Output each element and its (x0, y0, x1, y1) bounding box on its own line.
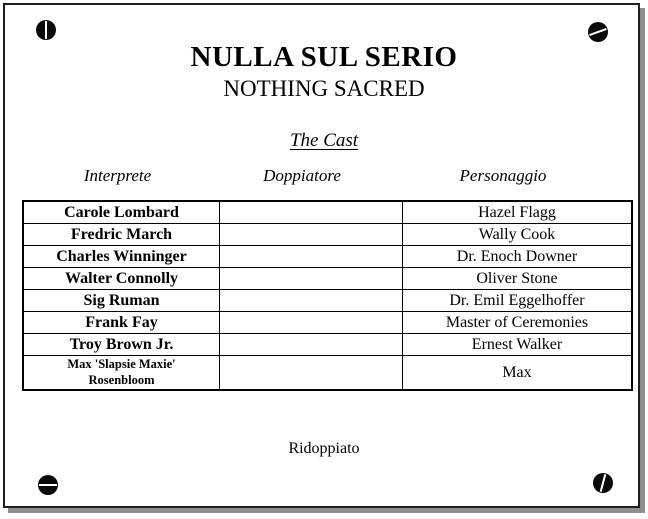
cell-personaggio-text: Master of Ceremonies (445, 313, 589, 331)
cell-interprete-text: Carole Lombard (64, 203, 179, 221)
cell-personaggio: Max (402, 355, 633, 391)
cell-personaggio-text: Max (502, 363, 532, 381)
cast-table-row: Max 'Slapsie Maxie' Rosenbloom Max (22, 355, 633, 391)
cell-personaggio-text: Hazel Flagg (478, 203, 556, 221)
cell-doppiatore (219, 355, 403, 391)
cast-table-row: Charles Winninger Dr. Enoch Downer (22, 245, 633, 268)
footer-note: Ridoppiato (288, 440, 360, 457)
cell-interprete: Troy Brown Jr. (22, 333, 220, 356)
cell-personaggio-text: Ernest Walker (471, 335, 563, 353)
cast-table-row: Troy Brown Jr. Ernest Walker (22, 333, 633, 356)
cell-interprete-text: Sig Ruman (83, 291, 160, 309)
cell-interprete-text: Charles Winninger (56, 247, 187, 265)
cell-interprete-text: Frank Fay (85, 313, 158, 331)
cell-personaggio: Dr. Enoch Downer (402, 245, 633, 268)
column-header-interprete: Interprete (83, 166, 152, 185)
cast-table-row: Fredric March Wally Cook (22, 223, 633, 246)
screw-icon-top-right (588, 22, 608, 42)
cell-interprete: Max 'Slapsie Maxie' Rosenbloom (22, 355, 220, 391)
cell-interprete: Carole Lombard (22, 200, 220, 224)
cast-table-row: Frank Fay Master of Ceremonies (22, 311, 633, 334)
page-subtitle: NOTHING SACRED (223, 76, 425, 101)
cast-table-row: Sig Ruman Dr. Emil Eggelhoffer (22, 289, 633, 312)
cast-table-column-headers: Interprete Doppiatore Personaggio (22, 166, 615, 186)
cell-personaggio-text: Dr. Enoch Downer (456, 247, 578, 265)
cell-personaggio-text: Wally Cook (478, 225, 556, 243)
cell-personaggio: Oliver Stone (402, 267, 633, 290)
cell-personaggio-text: Oliver Stone (476, 269, 558, 287)
cast-table-row: Carole Lombard Hazel Flagg (22, 200, 633, 224)
cell-personaggio: Wally Cook (402, 223, 633, 246)
cell-doppiatore (219, 223, 403, 246)
screw-slot (45, 21, 47, 39)
cast-table: Carole Lombard Hazel Flagg Fredric March Wa… (22, 200, 633, 391)
screw-icon-bottom-left (38, 475, 58, 495)
cell-personaggio: Dr. Emil Eggelhoffer (402, 289, 633, 312)
page-title: NULLA SUL SERIO (190, 41, 458, 73)
screw-icon-bottom-right (593, 473, 613, 493)
cast-table-body: Carole Lombard Hazel Flagg Fredric March Wa… (22, 200, 633, 391)
cell-personaggio: Ernest Walker (402, 333, 633, 356)
cell-interprete-text: Walter Connolly (64, 269, 179, 287)
cell-doppiatore (219, 200, 403, 224)
cell-interprete-text: Fredric March (70, 225, 173, 243)
screw-slot (599, 474, 607, 492)
column-header-personaggio: Personaggio (459, 166, 547, 185)
cell-doppiatore (219, 311, 403, 334)
cell-interprete: Charles Winninger (22, 245, 220, 268)
column-header-doppiatore: Doppiatore (263, 166, 341, 185)
cell-interprete: Walter Connolly (22, 267, 220, 290)
section-heading-the-cast: The Cast (289, 130, 359, 151)
cell-interprete: Fredric March (22, 223, 220, 246)
cell-interprete: Frank Fay (22, 311, 220, 334)
screw-icon-top-left (36, 20, 56, 40)
cell-doppiatore (219, 289, 403, 312)
cell-personaggio: Master of Ceremonies (402, 311, 633, 334)
screw-slot (39, 484, 57, 486)
cell-personaggio: Hazel Flagg (402, 200, 633, 224)
screw-slot (589, 27, 607, 37)
cell-doppiatore (219, 333, 403, 356)
cell-doppiatore (219, 267, 403, 290)
cell-interprete-text: Max 'Slapsie Maxie' Rosenbloom (67, 356, 176, 387)
cell-personaggio-text: Dr. Emil Eggelhoffer (449, 291, 585, 309)
cell-doppiatore (219, 245, 403, 268)
cell-interprete-text: Troy Brown Jr. (69, 335, 174, 353)
cell-interprete: Sig Ruman (22, 289, 220, 312)
cast-table-row: Walter Connolly Oliver Stone (22, 267, 633, 290)
